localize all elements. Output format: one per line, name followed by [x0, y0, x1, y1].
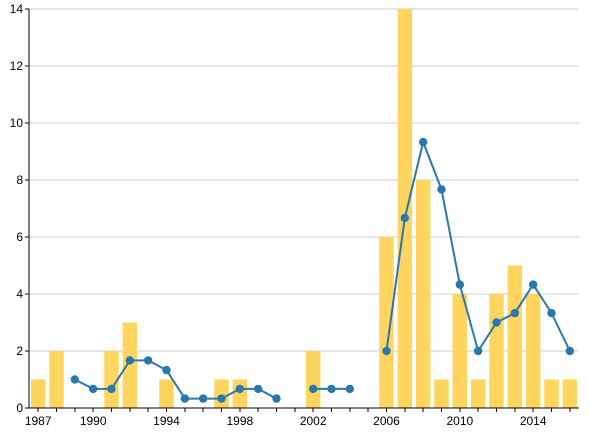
bar-2014: [525, 294, 541, 408]
bar-2015: [544, 379, 559, 408]
bar-2010: [452, 294, 468, 408]
line-point-1993: [143, 356, 153, 365]
bar-2002: [305, 351, 321, 408]
line-point-1990: [88, 384, 98, 394]
y-tick-label-4: 4: [16, 287, 23, 301]
line-point-2010: [455, 280, 465, 289]
line-point-2007: [400, 213, 410, 223]
x-tick-label-2014: 2014: [520, 414, 547, 428]
bar-2012: [489, 294, 504, 408]
x-tick-label-2002: 2002: [300, 414, 327, 428]
bar-2013: [507, 265, 523, 408]
x-tick-label-2010: 2010: [446, 414, 473, 428]
x-tick-label-1990: 1990: [80, 414, 107, 428]
line-point-1994: [162, 365, 171, 375]
line-point-2011: [473, 346, 483, 356]
line-point-2009: [437, 185, 446, 194]
line-point-1998: [235, 384, 245, 394]
y-tick-label-12: 12: [10, 59, 24, 73]
y-tick-label-2: 2: [16, 344, 23, 358]
bar-2016: [562, 379, 578, 408]
bar-1988: [49, 351, 64, 408]
gridlines: [29, 8, 579, 352]
line-point-1996: [198, 394, 208, 403]
x-tick-label-1987: 1987: [25, 414, 52, 428]
line-point-2002: [308, 384, 318, 394]
bar-1992: [122, 322, 138, 408]
bar-1987: [30, 379, 46, 408]
line-point-2004: [345, 384, 355, 394]
line-point-1997: [217, 394, 226, 403]
x-tick-label-2006: 2006: [373, 414, 400, 428]
line-point-1995: [180, 394, 190, 403]
bar-1991: [104, 351, 119, 408]
bar-1997: [214, 379, 229, 408]
line-point-2008: [418, 137, 428, 147]
bar-2007: [397, 9, 413, 408]
line-point-2013: [510, 308, 520, 318]
bar-1998: [232, 379, 248, 408]
line-point-1999: [253, 384, 263, 394]
line-point-2000: [272, 394, 281, 403]
x-tick-label-1998: 1998: [226, 414, 253, 428]
bar-2008: [415, 180, 431, 408]
line-point-2003: [327, 384, 336, 394]
bar-2009: [434, 379, 449, 408]
line-point-1991: [107, 384, 116, 394]
line-point-1989: [70, 375, 80, 384]
line-point-2006: [382, 346, 391, 356]
y-tick-label-14: 14: [10, 2, 24, 16]
line-point-2015: [547, 308, 556, 318]
y-tick-label-10: 10: [10, 116, 24, 130]
line-point-1992: [125, 356, 135, 365]
bar-series: [30, 9, 578, 408]
line-points: [70, 137, 575, 403]
y-tick-label-0: 0: [16, 401, 23, 415]
line-point-2016: [565, 346, 575, 356]
line-point-2012: [492, 318, 501, 327]
axes: 0 2 4 6 8 10 12 14 1987 1990 1994 1998 2002 2006 2010 2…: [10, 2, 579, 428]
line-point-2014: [528, 280, 538, 289]
y-tick-label-6: 6: [16, 230, 23, 244]
bar-2011: [470, 379, 486, 408]
bar-1994: [159, 379, 174, 408]
line-segment-3: [385, 141, 571, 352]
bar-2006: [379, 237, 394, 408]
y-tick-label-8: 8: [16, 173, 23, 187]
x-tick-label-1994: 1994: [153, 414, 180, 428]
